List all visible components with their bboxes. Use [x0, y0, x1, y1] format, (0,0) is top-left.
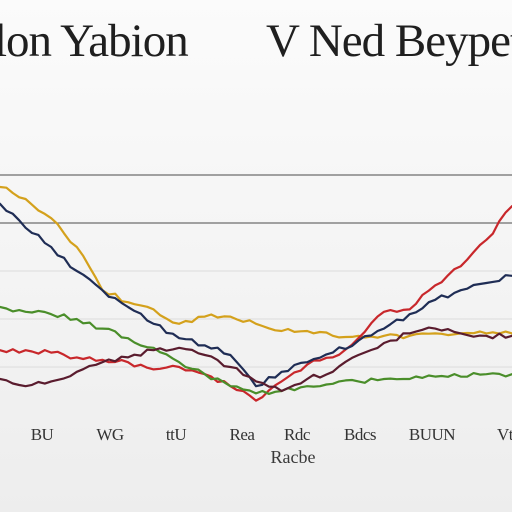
- x-tick-label-3: Rea: [230, 425, 256, 444]
- series-line-0: [0, 185, 512, 340]
- x-axis-label: Racbe: [271, 447, 316, 467]
- series-line-1: [0, 205, 512, 402]
- series-lines: [0, 185, 512, 402]
- series-line-4: [0, 326, 512, 393]
- series-line-3: [0, 305, 512, 395]
- x-tick-label-4: Rdc: [284, 425, 311, 444]
- x-tick-label-5: Bdcs: [344, 425, 376, 444]
- x-axis-ticks: BU WG ttU Rea Rdc Bdcs BUUN Vt: [31, 425, 512, 444]
- series-line-2: [0, 202, 512, 388]
- x-tick-label-0: BU: [31, 425, 54, 444]
- chart-title-right: V Ned Beypet: [266, 15, 512, 67]
- x-tick-label-1: WG: [96, 425, 124, 444]
- x-tick-label-7: Vt: [497, 425, 512, 444]
- chart-title-left: lon Yabion: [0, 15, 189, 67]
- x-tick-label-6: BUUN: [409, 425, 455, 444]
- x-tick-label-2: ttU: [166, 425, 186, 444]
